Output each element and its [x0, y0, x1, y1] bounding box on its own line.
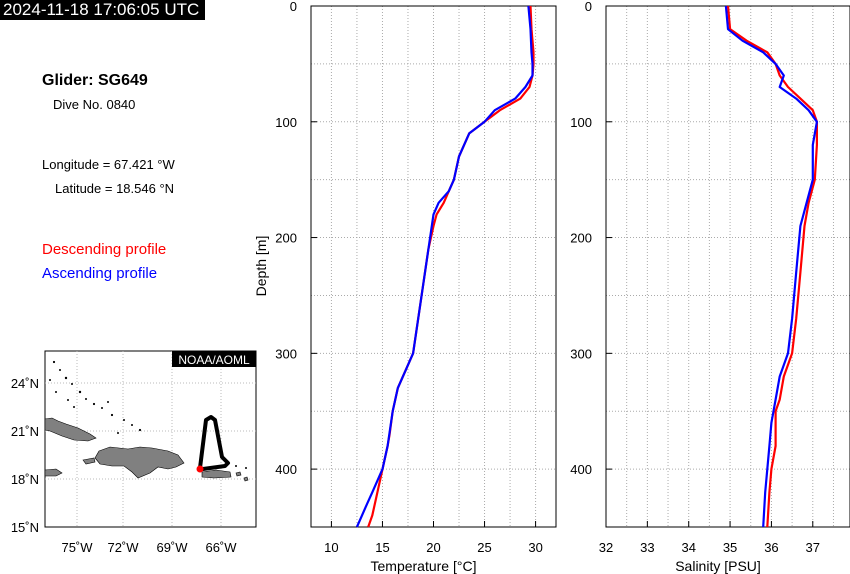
puerto-rico-shape	[201, 469, 232, 479]
map-lat-tick: 24˚N	[11, 376, 39, 391]
map-lat-tick: 15˚N	[11, 520, 39, 535]
y-tick-label: 200	[570, 231, 592, 246]
dive-number: Dive No. 0840	[53, 97, 136, 112]
map-lon-tick: 75˚W	[61, 540, 93, 555]
x-tick-label: 25	[477, 540, 491, 555]
x-tick-label: 10	[324, 540, 338, 555]
x-tick-label: 33	[640, 540, 654, 555]
latitude-readout: Latitude = 18.546 °N	[55, 181, 175, 196]
map-inset: NOAA/AOML 75˚W 72˚W 69˚W 66˚W 24˚N 21˚N …	[11, 350, 257, 555]
x-tick-label: 30	[528, 540, 542, 555]
longitude-readout: Longitude = 67.421 °W	[42, 157, 175, 172]
cuba-shape	[44, 417, 97, 442]
hispaniola-shape	[94, 446, 185, 479]
glider-track	[198, 415, 230, 471]
salinity-plot-frame	[605, 5, 850, 528]
x-tick-label: 37	[806, 540, 820, 555]
temperature-ascending-line	[355, 5, 534, 528]
map-lat-tick: 21˚N	[11, 424, 39, 439]
map-credit: NOAA/AOML	[178, 353, 250, 367]
salinity-ascending-line	[724, 5, 818, 528]
y-tick-label: 400	[570, 462, 592, 477]
map-credit-box	[172, 351, 256, 367]
y-tick-label: 300	[275, 346, 297, 361]
map-lon-tick: 66˚W	[205, 540, 237, 555]
y-tick-label: 100	[275, 115, 297, 130]
y-tick-label: 0	[290, 0, 297, 14]
temperature-descending-line	[367, 5, 535, 528]
x-tick-label: 35	[723, 540, 737, 555]
y-tick-label: 400	[275, 462, 297, 477]
x-tick-label: 32	[599, 540, 613, 555]
x-tick-label: 20	[426, 540, 440, 555]
salinity-x-axis-label: Salinity [PSU]	[675, 558, 761, 574]
temperature-y-axis-label: Depth [m]	[253, 236, 269, 297]
legend-ascending: Ascending profile	[42, 265, 158, 282]
timestamp: 2024-11-18 17:06:05 UTC	[0, 0, 206, 20]
glider-name: Glider: SG649	[42, 72, 148, 89]
x-tick-label: 34	[681, 540, 695, 555]
jamaica-shape	[82, 457, 96, 465]
west-landmass-shape	[44, 468, 63, 477]
map-lon-tick: 72˚W	[107, 540, 139, 555]
map-islands	[49, 360, 247, 469]
salinity-descending-line	[726, 5, 818, 528]
legend-descending: Descending profile	[42, 241, 167, 258]
temperature-x-axis-label: Temperature [°C]	[371, 558, 477, 574]
y-tick-label: 300	[570, 346, 592, 361]
map-lon-tick: 69˚W	[156, 540, 188, 555]
salinity-chart: 32 33 34 35 36 37 0 100 200 300 400 Salinity [PSU]	[570, 0, 850, 574]
y-tick-label: 200	[275, 231, 297, 246]
y-tick-label: 0	[585, 0, 592, 14]
x-tick-label: 36	[764, 540, 778, 555]
y-tick-label: 100	[570, 115, 592, 130]
x-tick-label: 15	[375, 540, 389, 555]
map-lat-tick: 18˚N	[11, 472, 39, 487]
map-land	[44, 417, 249, 482]
glider-position-marker	[196, 465, 204, 473]
